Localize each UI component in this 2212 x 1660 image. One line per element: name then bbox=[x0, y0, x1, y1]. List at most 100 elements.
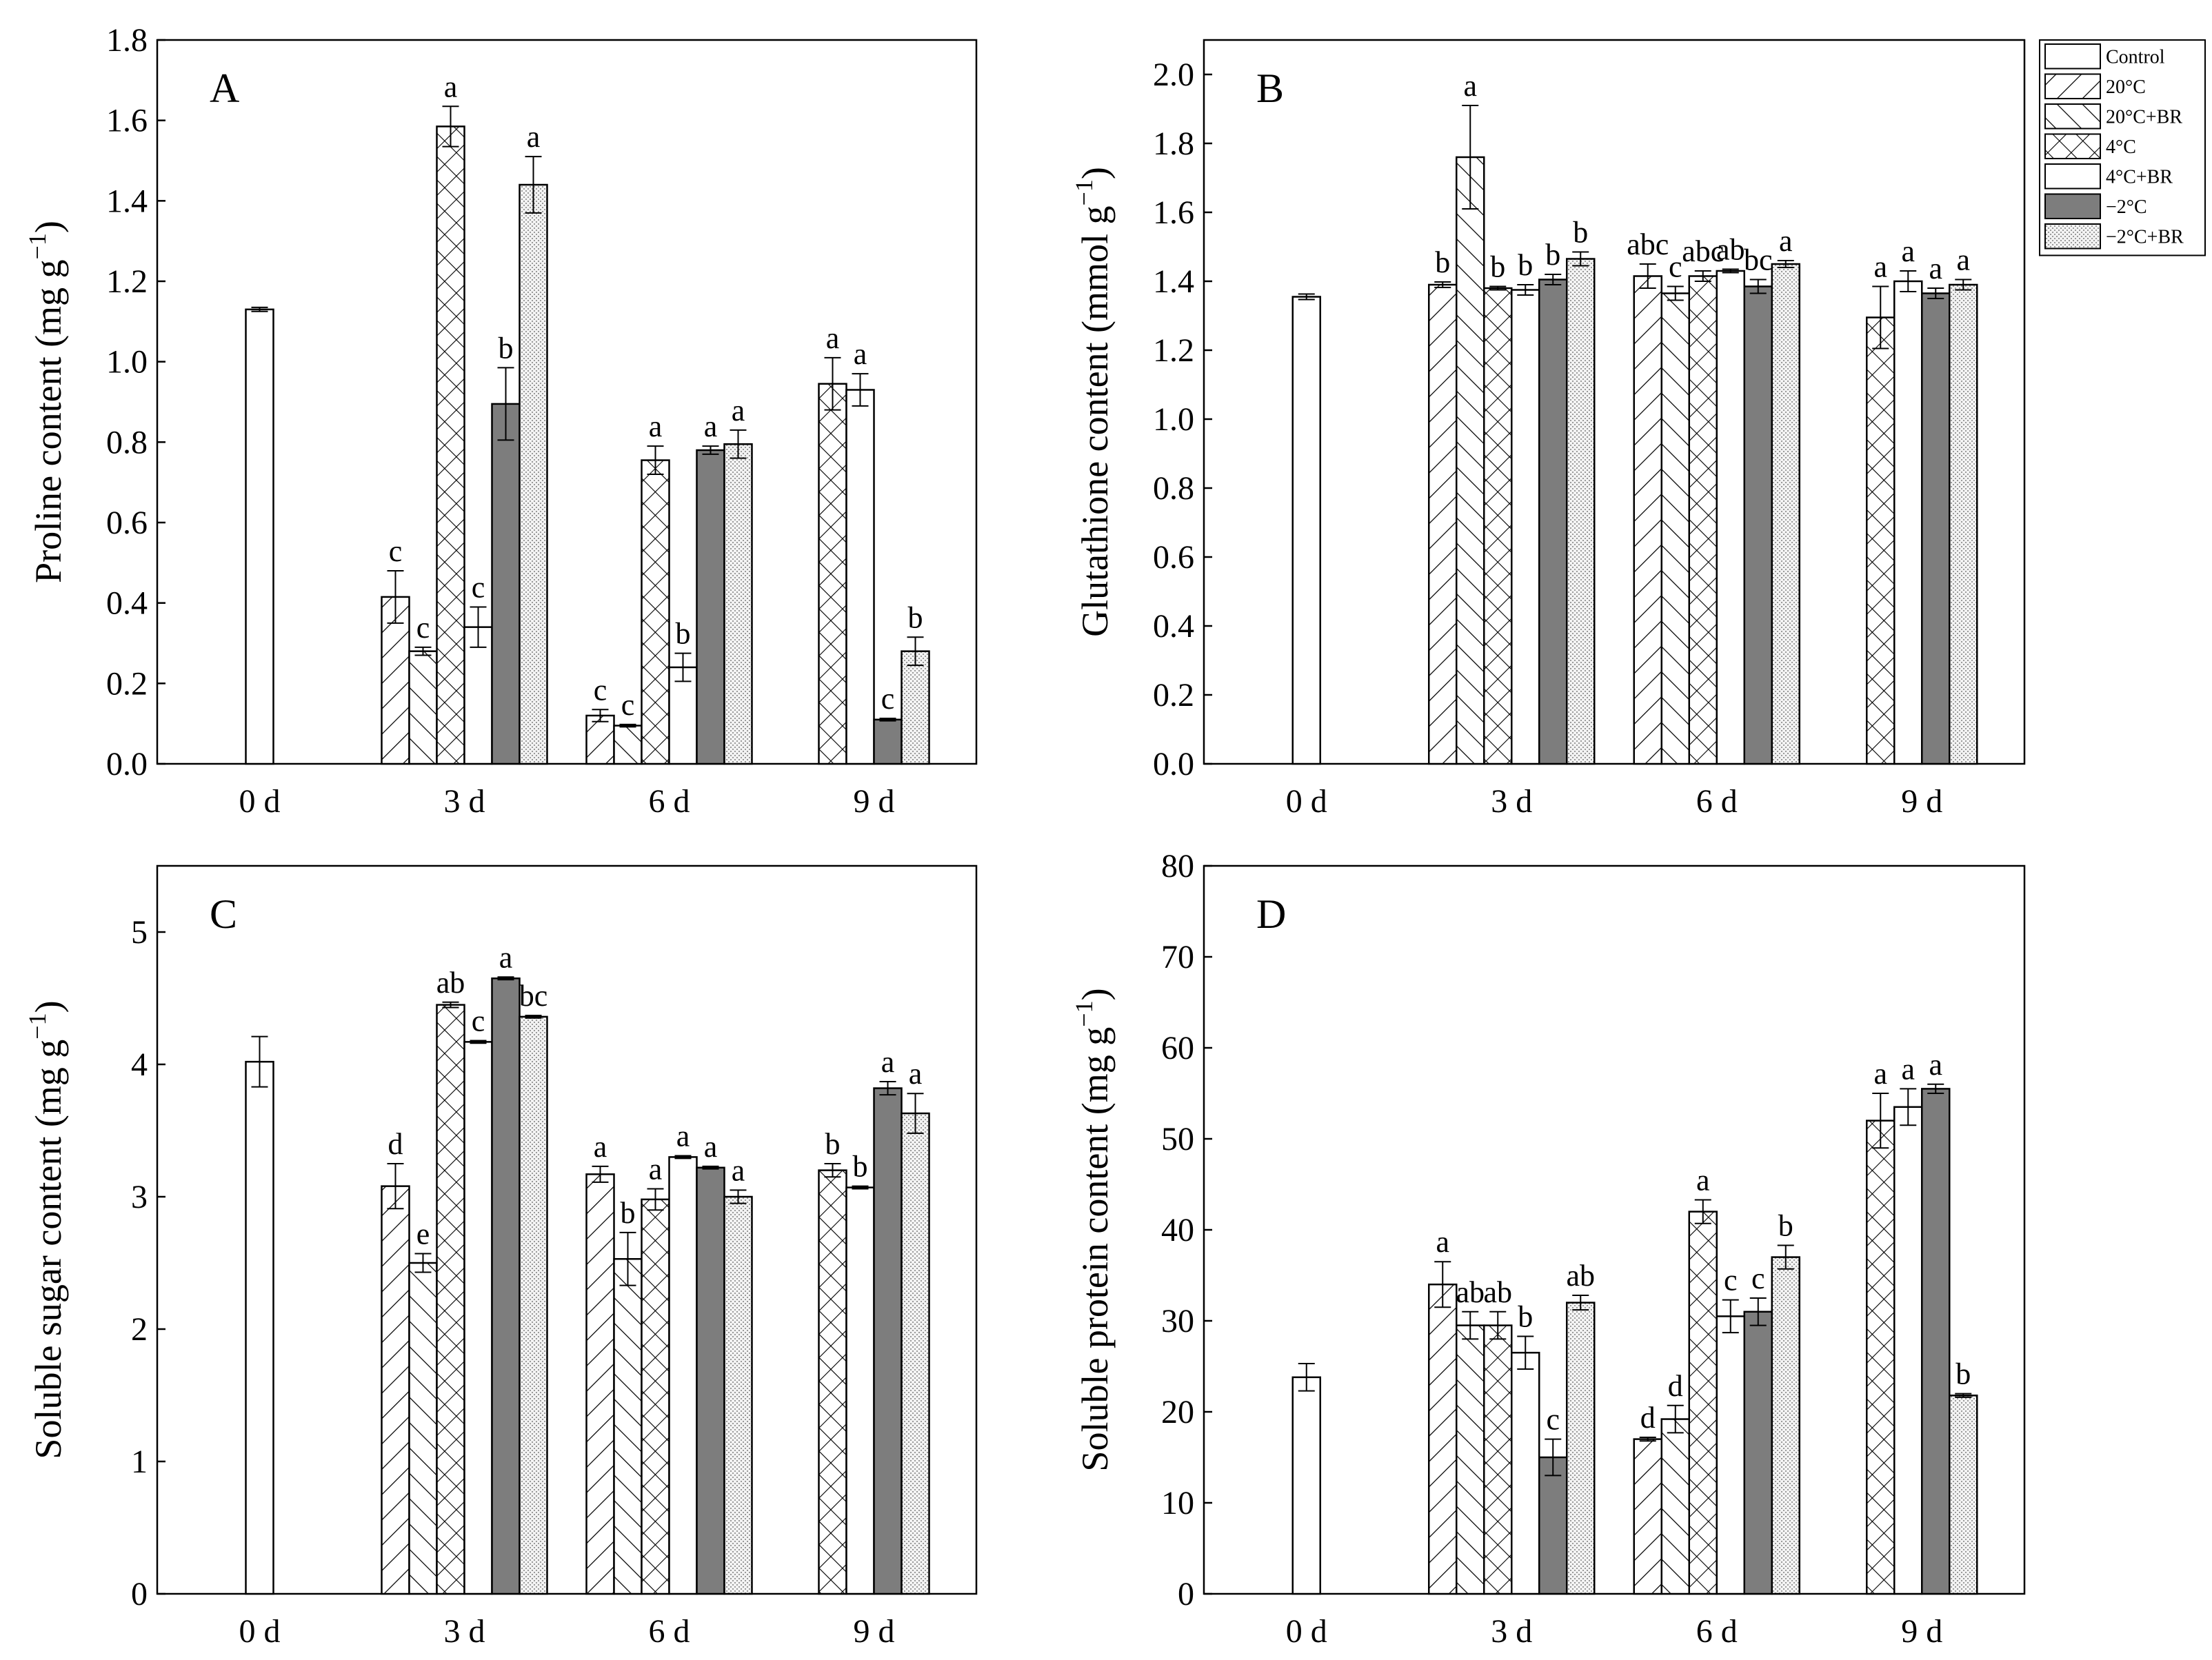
bar-a-2-6 bbox=[723, 443, 753, 765]
plot-frame bbox=[156, 864, 978, 1595]
significance-letter: b bbox=[1545, 238, 1560, 272]
significance-letter: c bbox=[1751, 1262, 1765, 1295]
x-tick-label: 0 d bbox=[1286, 783, 1327, 820]
significance-letter: a bbox=[732, 394, 745, 427]
bar-d-1-2 bbox=[1456, 1324, 1485, 1595]
bar-a-2-3 bbox=[641, 459, 670, 765]
significance-letter: a bbox=[499, 940, 513, 974]
legend-label-2: 20°C+BR bbox=[2106, 107, 2182, 128]
significance-letter: a bbox=[649, 409, 663, 443]
significance-letter: b bbox=[499, 331, 514, 365]
significance-letter: b bbox=[908, 600, 923, 634]
bar-b-3-6 bbox=[1949, 283, 1978, 765]
bar-c-0-0 bbox=[245, 1060, 274, 1595]
significance-letter: a bbox=[854, 337, 867, 371]
significance-letter: a bbox=[1696, 1163, 1710, 1197]
significance-letter: c bbox=[389, 534, 403, 568]
significance-letter: a bbox=[1463, 69, 1477, 103]
y-tick-label: 40 bbox=[1161, 1212, 1194, 1248]
bar-d-3-5 bbox=[1921, 1088, 1951, 1595]
significance-letter: b bbox=[1518, 1299, 1533, 1333]
legend-label-1: 20°C bbox=[2106, 77, 2146, 98]
y-tick-label: 1.4 bbox=[1153, 263, 1194, 300]
bar-a-2-5 bbox=[696, 449, 725, 765]
legend: Control 20°C 20°C+BR 4°C 4°C+BR −2°C −2°C+BR bbox=[2039, 39, 2206, 256]
bar-d-2-6 bbox=[1771, 1256, 1800, 1595]
plot-frame bbox=[1203, 39, 2026, 765]
x-tick-label: 3 d bbox=[444, 1613, 485, 1650]
significance-letter: a bbox=[881, 1045, 895, 1079]
bar-b-2-1 bbox=[1633, 275, 1662, 765]
y-axis-label: Soluble sugar content (mg g−1) bbox=[23, 1000, 69, 1459]
bar-a-3-5 bbox=[873, 718, 903, 765]
legend-swatch-6 bbox=[2044, 223, 2101, 250]
y-tick-label: 0.0 bbox=[106, 746, 148, 782]
significance-letter: a bbox=[1929, 1048, 1942, 1082]
panel-label: A bbox=[210, 65, 239, 111]
x-tick-label: 6 d bbox=[649, 1613, 690, 1650]
bar-a-1-5 bbox=[491, 403, 521, 765]
bar-d-1-4 bbox=[1511, 1351, 1540, 1595]
legend-swatch-0 bbox=[2044, 43, 2101, 70]
chart-panel-a: 0.0 0.2 0.4 0.6 0.8 1.0 1.2 1.4 1.6 1.8 0 d 3 d 6 d 9… bbox=[23, 22, 978, 820]
bar-b-3-5 bbox=[1921, 292, 1951, 765]
x-tick-label: 0 d bbox=[1286, 1613, 1327, 1650]
x-tick-label: 6 d bbox=[649, 783, 690, 820]
significance-letter: a bbox=[594, 1130, 607, 1164]
y-tick-label: 0 bbox=[131, 1576, 148, 1612]
significance-letter: ab bbox=[1456, 1275, 1485, 1309]
y-axis-label: Glutathione content (mmol g−1) bbox=[1070, 167, 1116, 637]
significance-letter: a bbox=[704, 1130, 718, 1164]
bar-d-1-5 bbox=[1538, 1456, 1568, 1595]
significance-letter: d bbox=[1668, 1369, 1683, 1403]
legend-label-3: 4°C bbox=[2106, 136, 2136, 158]
significance-letter: a bbox=[649, 1152, 663, 1186]
y-tick-label: 1.6 bbox=[1153, 194, 1194, 231]
x-tick-label: 9 d bbox=[1901, 783, 1942, 820]
significance-letter: c bbox=[1724, 1264, 1738, 1297]
bar-b-3-4 bbox=[1893, 280, 1923, 765]
significance-letter: a bbox=[676, 1119, 690, 1153]
bar-d-2-2 bbox=[1660, 1418, 1690, 1595]
y-tick-label: 70 bbox=[1161, 939, 1194, 975]
significance-letter: a bbox=[1779, 224, 1793, 258]
y-axis-label: Proline content (mg g−1) bbox=[23, 221, 69, 583]
significance-letter: d bbox=[388, 1127, 403, 1161]
y-tick-label: 0 bbox=[1178, 1576, 1194, 1612]
x-tick-label: 3 d bbox=[444, 783, 485, 820]
y-tick-label: 50 bbox=[1161, 1121, 1194, 1157]
y-tick-label: 1.2 bbox=[1153, 332, 1194, 369]
bar-c-2-3 bbox=[641, 1198, 670, 1595]
bar-c-3-5 bbox=[873, 1087, 903, 1595]
bar-d-2-3 bbox=[1688, 1211, 1718, 1595]
bar-a-1-2 bbox=[408, 650, 438, 765]
y-tick-label: 4 bbox=[131, 1046, 148, 1083]
y-tick-label: 2 bbox=[131, 1311, 148, 1348]
significance-letter: b bbox=[1518, 248, 1533, 282]
y-axis-label: Soluble protein content (mg g−1) bbox=[1070, 988, 1116, 1471]
chart-panel-d: 0 10 20 30 40 50 60 70 80 0 d 3 d 6 d 9 d D Soluble pr… bbox=[1070, 848, 2026, 1650]
x-tick-label: 6 d bbox=[1696, 783, 1738, 820]
y-tick-label: 5 bbox=[131, 914, 148, 951]
y-tick-label: 0.6 bbox=[1153, 539, 1194, 576]
legend-label-4: 4°C+BR bbox=[2106, 167, 2173, 188]
bar-c-1-6 bbox=[519, 1015, 548, 1595]
y-tick-label: 2.0 bbox=[1153, 57, 1194, 93]
x-tick-label: 9 d bbox=[1901, 1613, 1942, 1650]
legend-swatch-2 bbox=[2044, 103, 2101, 130]
significance-letter: bc bbox=[1744, 243, 1773, 277]
significance-letter: a bbox=[909, 1057, 923, 1091]
bar-b-3-3 bbox=[1866, 316, 1896, 765]
bar-d-3-6 bbox=[1949, 1394, 1978, 1595]
bar-b-2-3 bbox=[1688, 275, 1718, 765]
significance-letter: b bbox=[1778, 1208, 1793, 1242]
y-tick-label: 0.0 bbox=[1153, 746, 1194, 782]
bar-c-1-1 bbox=[381, 1185, 410, 1595]
significance-letter: c bbox=[621, 688, 635, 722]
bar-b-1-4 bbox=[1511, 289, 1540, 765]
significance-letter: b bbox=[1435, 245, 1450, 279]
significance-letter: b bbox=[621, 1196, 636, 1230]
significance-letter: d bbox=[1640, 1401, 1656, 1435]
y-tick-label: 3 bbox=[131, 1179, 148, 1215]
